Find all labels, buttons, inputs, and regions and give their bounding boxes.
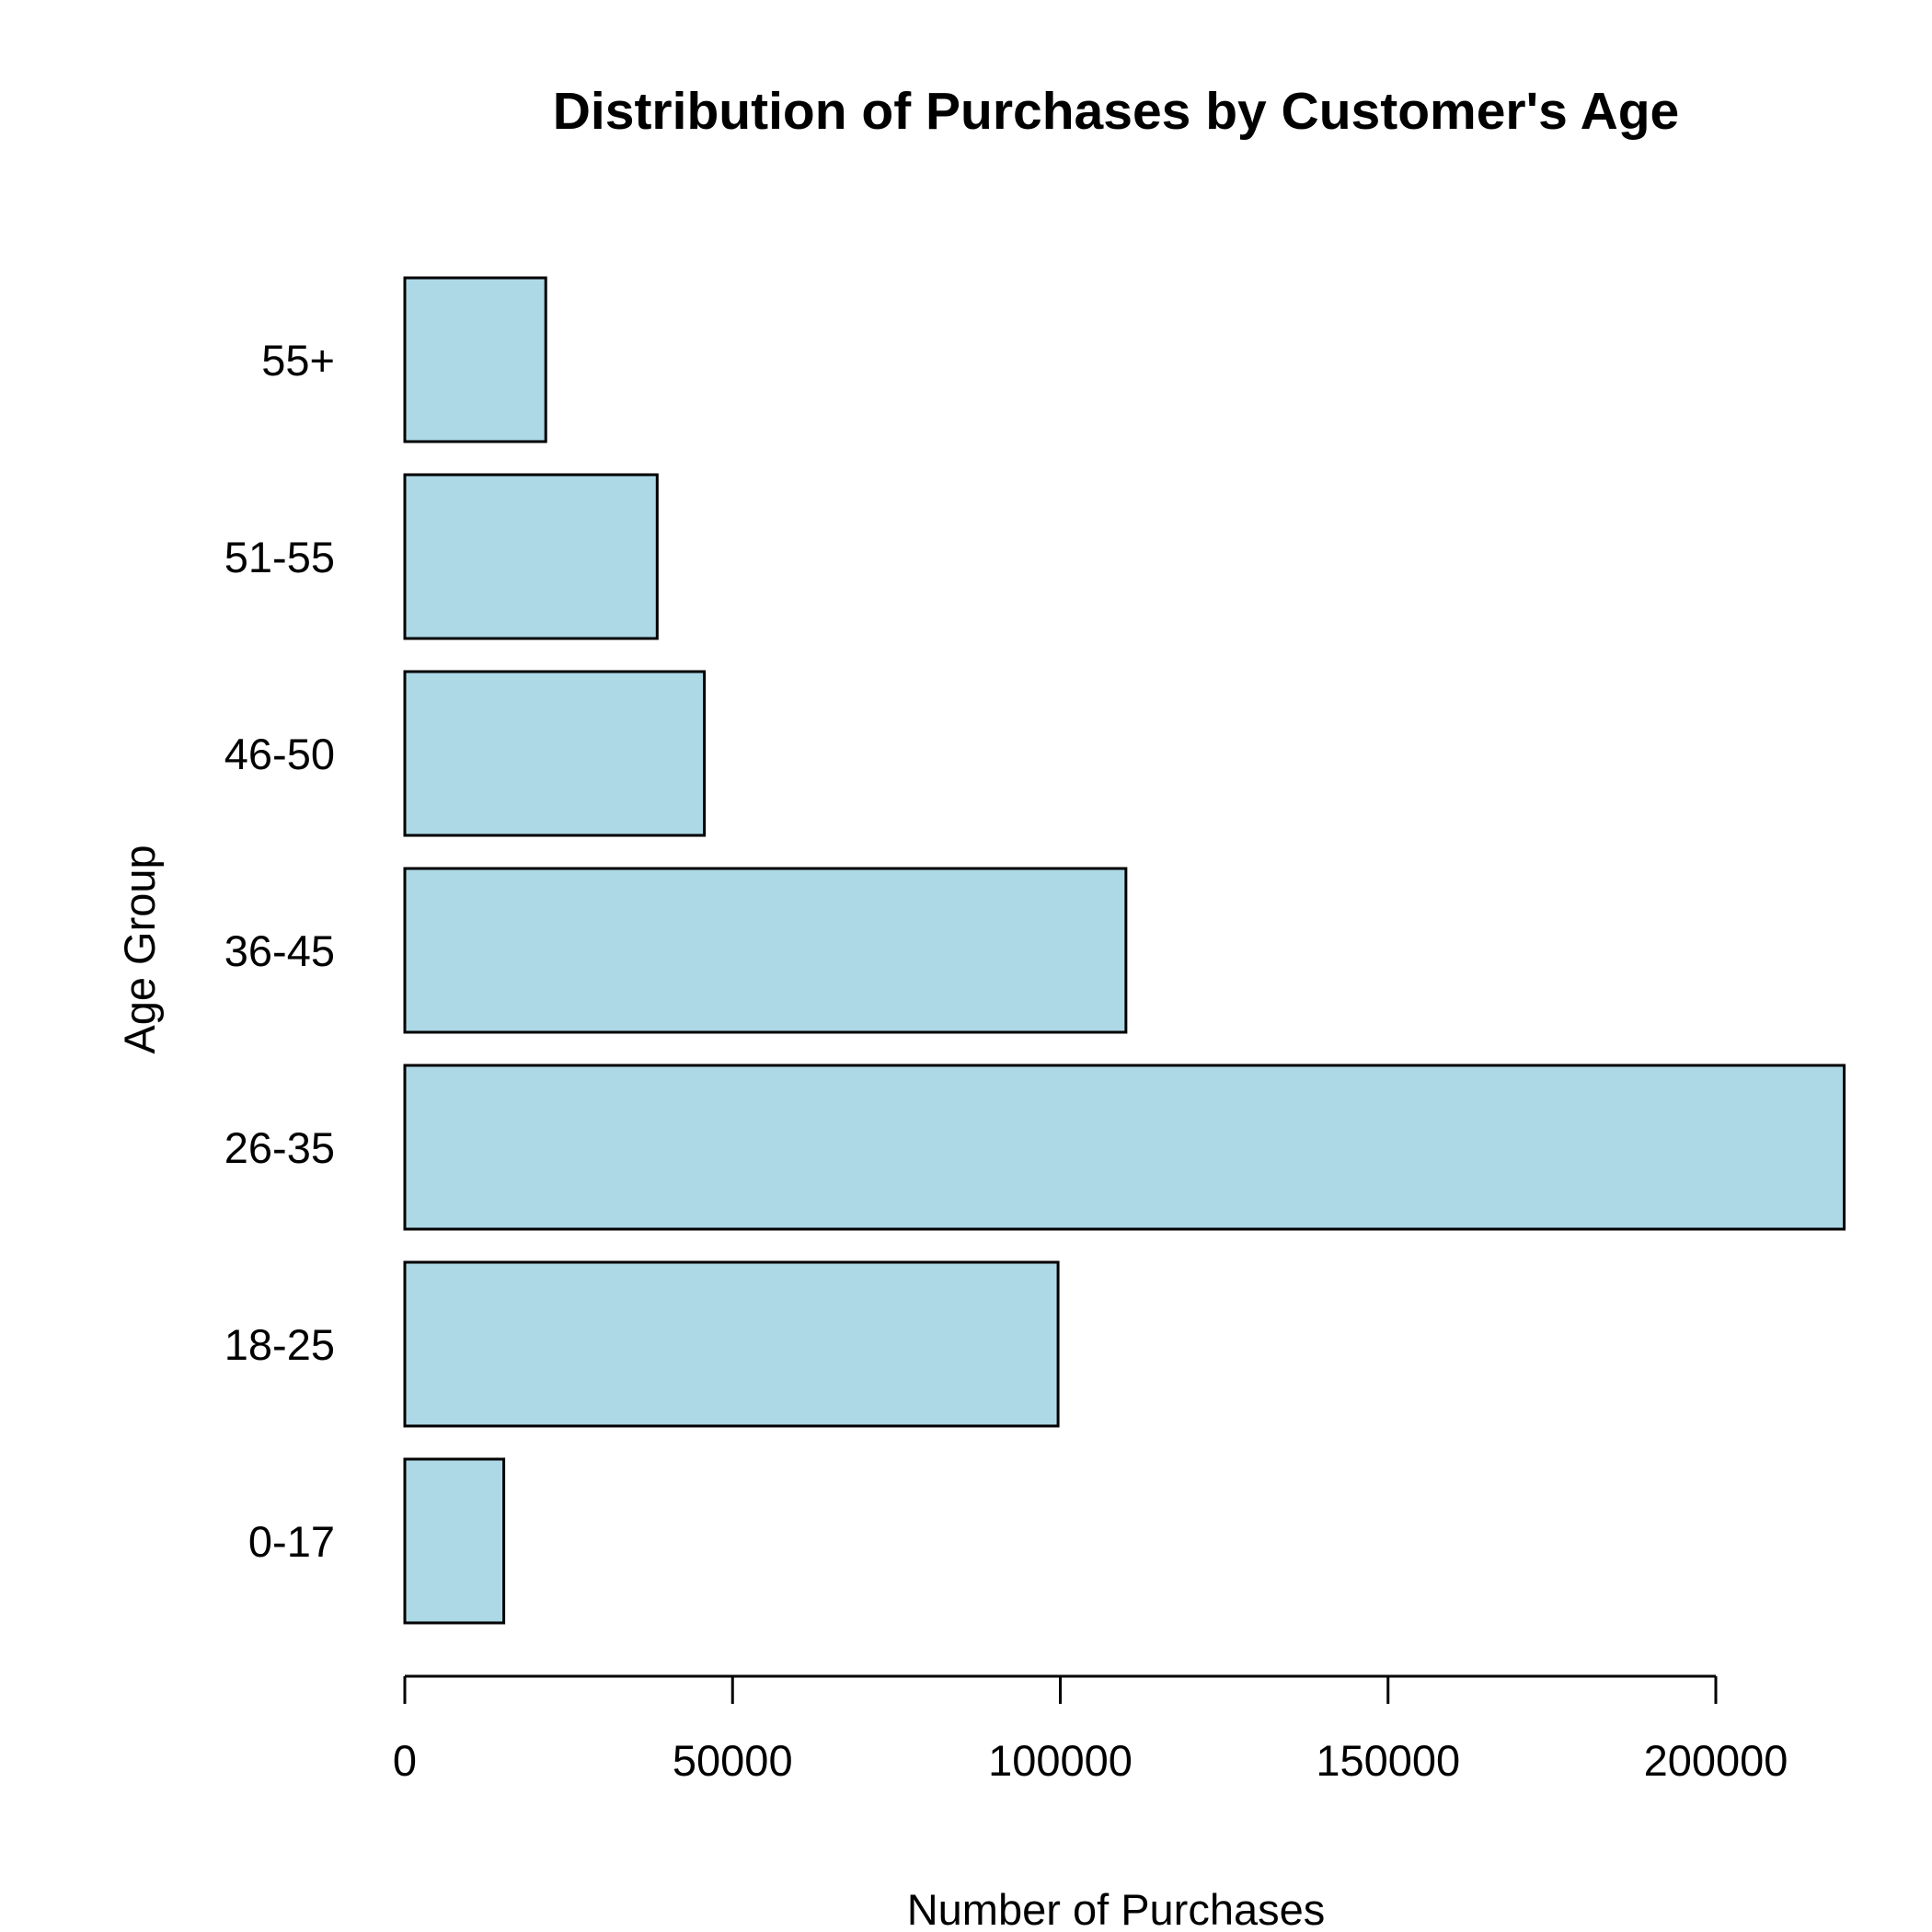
bar-36-45 [403,867,1128,1034]
bar-0-17 [403,1457,506,1625]
x-tick-label: 200000 [1644,1736,1788,1785]
y-axis-label: Age Group [115,845,164,1053]
y-tick-label: 46-50 [224,730,335,778]
y-tick-label: 18-25 [224,1320,335,1369]
y-tick-label: 26-35 [224,1123,335,1172]
y-tick-label: 36-45 [224,926,335,975]
x-axis-label: Number of Purchases [907,1885,1326,1932]
y-tick-label: 55+ [261,336,335,385]
x-tick-label: 100000 [988,1736,1133,1785]
bar-55plus [403,276,547,443]
x-axis: 0 50000 100000 150000 200000 [393,1674,1788,1785]
bar-46-50 [403,670,707,837]
x-tick-label: 0 [393,1736,417,1785]
x-tick-label: 150000 [1316,1736,1460,1785]
y-tick-label: 0-17 [248,1517,335,1566]
y-tick-label: 51-55 [224,533,335,581]
bars-group [403,276,1846,1625]
x-tick-label: 50000 [673,1736,793,1785]
y-tick-labels: 0-17 18-25 26-35 36-45 46-50 51-55 55+ [224,336,335,1566]
bar-26-35 [403,1064,1846,1231]
chart-title: Distribution of Purchases by Customer's … [553,82,1680,141]
bar-18-25 [403,1260,1060,1428]
bar-51-55 [403,473,659,640]
